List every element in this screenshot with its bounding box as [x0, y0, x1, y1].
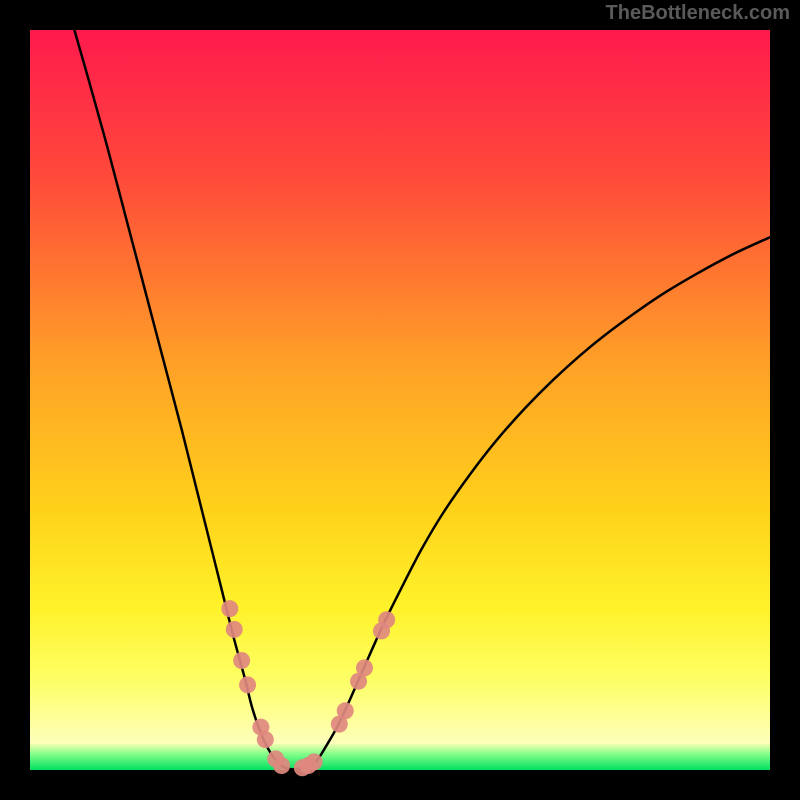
data-marker	[273, 757, 290, 774]
bottleneck-curve	[74, 30, 770, 769]
data-marker	[356, 659, 373, 676]
data-marker	[337, 702, 354, 719]
plot-area	[30, 30, 770, 770]
data-marker	[221, 600, 238, 617]
data-marker	[257, 731, 274, 748]
chart-container: TheBottleneck.com	[0, 0, 800, 800]
data-marker	[306, 753, 323, 770]
data-marker	[226, 621, 243, 638]
data-marker	[239, 676, 256, 693]
watermark-text: TheBottleneck.com	[606, 2, 790, 25]
data-marker	[233, 652, 250, 669]
curve-layer	[30, 30, 770, 770]
data-marker	[378, 611, 395, 628]
